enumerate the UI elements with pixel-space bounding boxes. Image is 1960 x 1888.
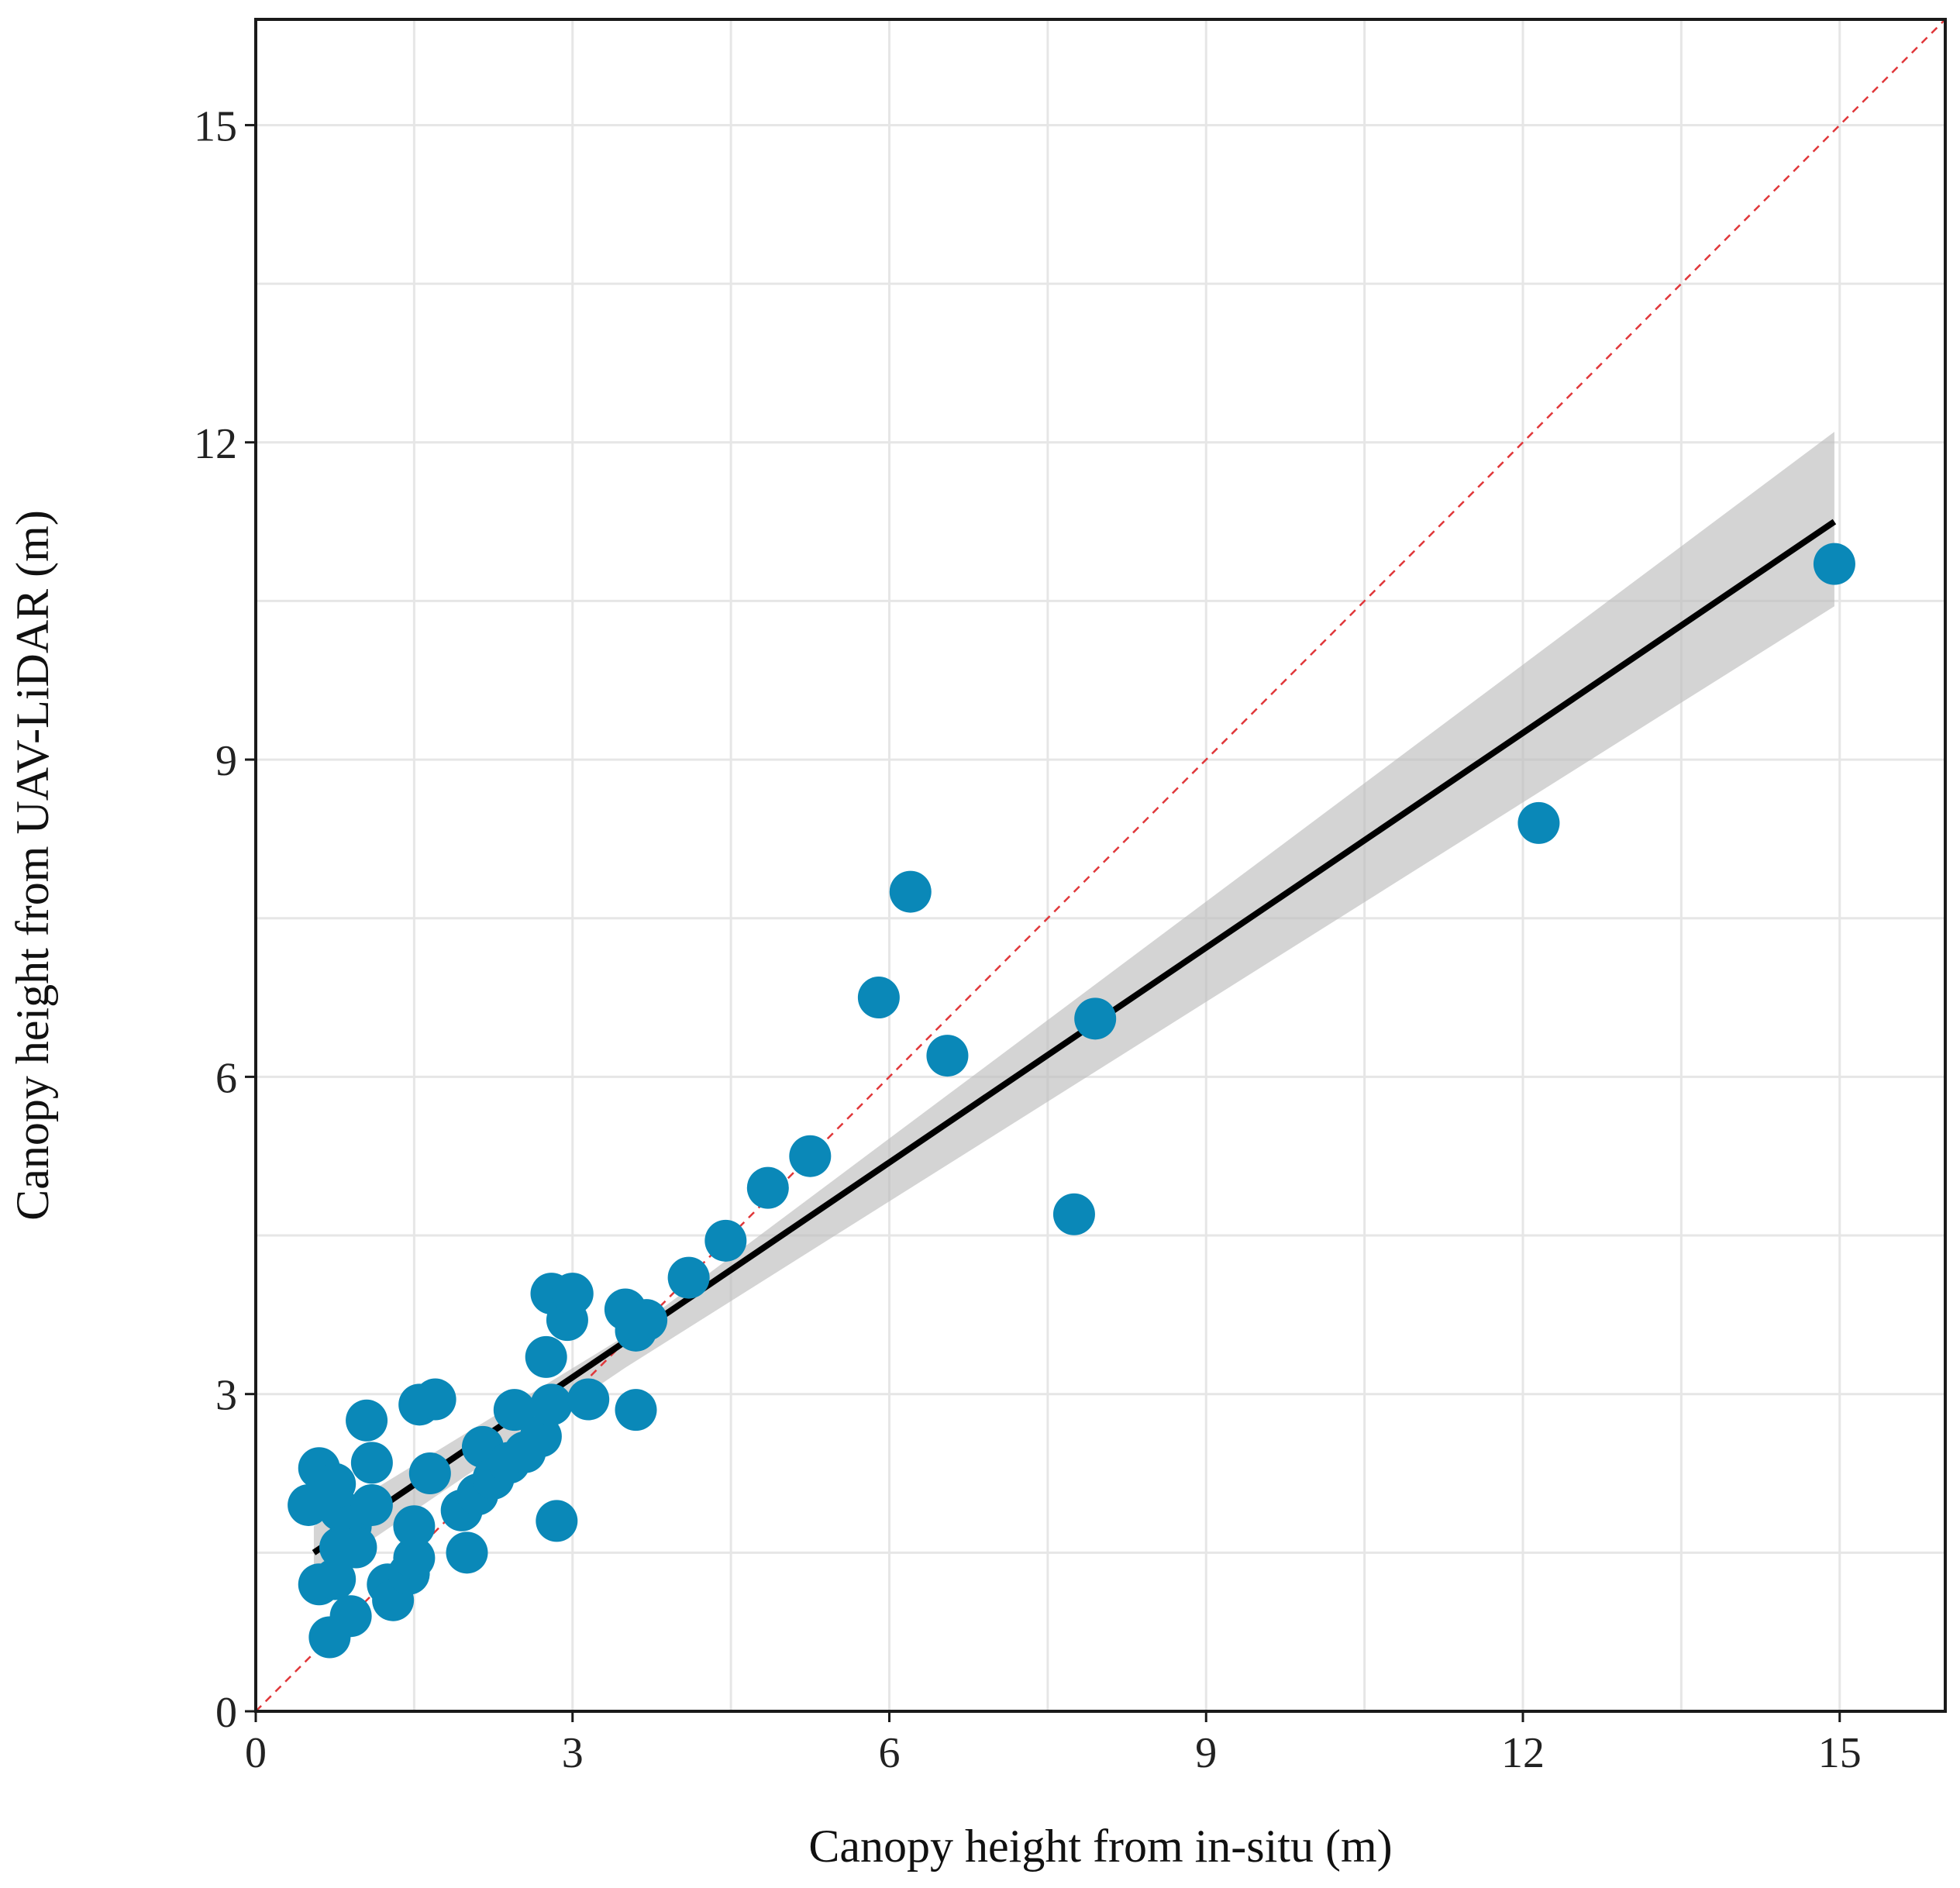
- y-axis-title: Canopy height from UAV-LiDAR (m): [7, 510, 58, 1221]
- data-point: [1074, 997, 1117, 1040]
- y-tick-label: 3: [215, 1372, 237, 1420]
- x-tick-label: 15: [1818, 1729, 1862, 1777]
- x-tick-label: 6: [879, 1729, 901, 1777]
- data-point: [536, 1500, 578, 1542]
- x-tick-label: 12: [1501, 1729, 1545, 1777]
- data-point: [329, 1595, 372, 1638]
- data-point: [1052, 1193, 1095, 1235]
- data-point: [393, 1537, 436, 1580]
- y-tick-label: 12: [194, 420, 237, 468]
- data-point: [530, 1383, 573, 1426]
- data-point: [393, 1505, 436, 1548]
- y-tick-label: 15: [194, 102, 237, 150]
- y-tick-label: 6: [215, 1054, 237, 1102]
- y-tick-label: 0: [215, 1689, 237, 1737]
- data-point: [615, 1389, 657, 1432]
- data-point: [889, 870, 932, 913]
- x-tick-label: 9: [1195, 1729, 1217, 1777]
- data-point: [350, 1442, 393, 1484]
- data-point: [746, 1166, 789, 1209]
- axis-ticks: 0 3 6 9 12 15 0 3 6 9 12 15: [194, 102, 1862, 1777]
- y-tick-label: 9: [215, 737, 237, 785]
- data-point: [926, 1035, 969, 1077]
- data-point: [1813, 543, 1855, 585]
- data-point: [493, 1389, 536, 1432]
- data-point: [1517, 801, 1560, 844]
- data-point: [704, 1219, 747, 1262]
- data-point: [857, 977, 900, 1019]
- x-tick-label: 3: [562, 1729, 584, 1777]
- data-point: [319, 1526, 361, 1569]
- x-tick-label: 0: [245, 1729, 267, 1777]
- plot-frame: [254, 18, 1947, 1713]
- data-point: [567, 1378, 610, 1421]
- data-point: [667, 1256, 710, 1299]
- data-point: [551, 1273, 594, 1315]
- regression-line: [312, 519, 1837, 1556]
- data-point: [408, 1452, 451, 1495]
- data-point: [525, 1335, 567, 1378]
- data-point: [446, 1531, 488, 1574]
- x-axis-title: Canopy height from in-situ (m): [808, 1821, 1392, 1872]
- data-point: [414, 1378, 456, 1421]
- data-point: [625, 1299, 668, 1342]
- data-point: [789, 1135, 832, 1177]
- grid: [256, 19, 1945, 1711]
- data-point: [350, 1483, 393, 1526]
- points-layer: [288, 543, 1855, 1659]
- fit-line-layer: [312, 519, 1837, 1556]
- data-point: [314, 1558, 357, 1600]
- data-point: [346, 1399, 388, 1442]
- data-point: [519, 1415, 562, 1458]
